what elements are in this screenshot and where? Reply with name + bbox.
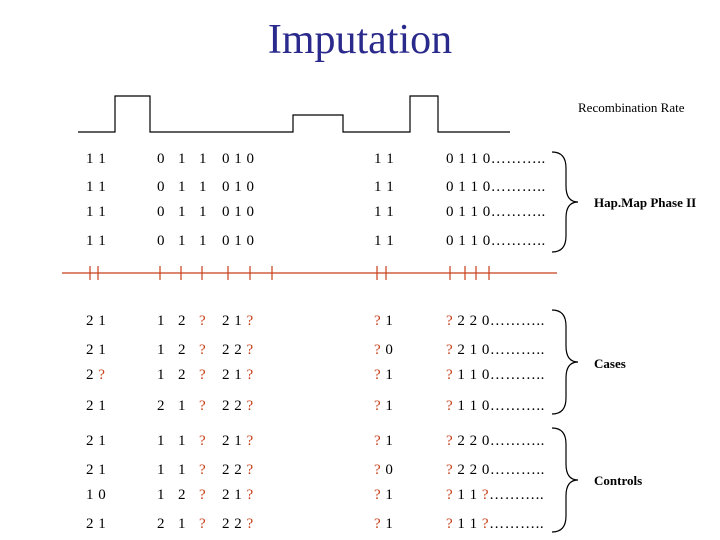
genotype-cell: 2 1 xyxy=(86,342,107,358)
genotype-cell: 0 1 1 0……….. xyxy=(446,151,546,167)
genotype-cell: 1 xyxy=(178,516,186,532)
recombination-rate-profile xyxy=(78,95,510,133)
genotype-cell: 0 1 1 0……….. xyxy=(446,179,546,195)
genotype-cell: 1 xyxy=(157,462,165,478)
genotype-cell: 2 2 ? xyxy=(222,516,254,532)
genotype-cell: ? xyxy=(199,487,207,503)
genotype-cell: 1 1 xyxy=(86,151,107,167)
genotype-cell: 2 2 ? xyxy=(222,462,254,478)
genotype-cell: ? xyxy=(199,516,207,532)
brace-controls xyxy=(551,427,579,533)
genotype-cell: 1 xyxy=(178,233,186,249)
genotype-cell: ? 1 1 ?……….. xyxy=(446,516,545,532)
genotype-cell: 0 1 1 0……….. xyxy=(446,204,546,220)
genotype-cell: 2 xyxy=(178,367,186,383)
genotype-cell: 2 xyxy=(157,516,165,532)
genotype-cell: 1 1 xyxy=(86,179,107,195)
page-title: Imputation xyxy=(267,17,453,63)
recombination-rate-label: Recombination Rate xyxy=(578,100,685,115)
genotype-cell: 0 1 0 xyxy=(222,179,255,195)
genotype-cell: ? 2 2 0……….. xyxy=(446,313,545,329)
genotype-cell: 0 1 0 xyxy=(222,204,255,220)
genotype-cell: 1 1 xyxy=(374,179,395,195)
genotype-cell: ? 1 1 ?……….. xyxy=(446,487,545,503)
genotype-cell: 2 xyxy=(178,487,186,503)
genotype-cell: 2 1 ? xyxy=(222,433,254,449)
genotype-cell: ? xyxy=(199,398,207,414)
genotype-cell: ? 2 2 0……….. xyxy=(446,462,545,478)
genotype-cell: 1 xyxy=(157,487,165,503)
genotype-cell: 1 xyxy=(178,398,186,414)
genotype-cell: 0 1 1 0……….. xyxy=(446,233,546,249)
genotype-cell: 2 2 ? xyxy=(222,342,254,358)
genotype-cell: 1 xyxy=(157,313,165,329)
genotype-cell: 0 xyxy=(157,151,165,167)
genotype-cell: ? 2 1 0……….. xyxy=(446,342,545,358)
genotype-cell: 1 1 xyxy=(374,233,395,249)
genotype-cell: 1 xyxy=(199,233,207,249)
genotype-cell: ? xyxy=(199,433,207,449)
genotype-cell: 1 1 xyxy=(374,204,395,220)
genotype-cell: 1 xyxy=(178,179,186,195)
genotype-cell: 1 0 xyxy=(86,487,107,503)
group-label-hapmap: Hap.Map Phase II xyxy=(594,195,697,210)
genotype-cell: 0 1 0 xyxy=(222,233,255,249)
genotype-cell: 1 xyxy=(157,367,165,383)
genotype-cell: 0 1 0 xyxy=(222,151,255,167)
genotype-cell: 1 1 xyxy=(86,204,107,220)
genotype-cell: 2 xyxy=(178,342,186,358)
genotype-cell: 1 xyxy=(178,151,186,167)
genotype-cell: ? 2 2 0……….. xyxy=(446,433,545,449)
genotype-cell: 2 1 xyxy=(86,433,107,449)
genotype-cell: ? xyxy=(199,462,207,478)
genotype-cell: ? 1 xyxy=(374,398,394,414)
genotype-cell: 2 1 xyxy=(86,516,107,532)
genotype-cell: ? 1 xyxy=(374,487,394,503)
genotype-cell: 2 1 xyxy=(86,462,107,478)
genotype-cell: 2 1 xyxy=(86,398,107,414)
genotype-cell: 2 xyxy=(178,313,186,329)
genotype-cell: 1 xyxy=(199,179,207,195)
genotype-cell: 1 1 xyxy=(86,233,107,249)
group-label-controls: Controls xyxy=(594,473,643,488)
genotype-cell: ? 0 xyxy=(374,342,394,358)
genotype-cell: 2 1 xyxy=(86,313,107,329)
genotype-cell: 1 1 xyxy=(374,151,395,167)
genotype-cell: ? 0 xyxy=(374,462,394,478)
genotype-cell: ? xyxy=(199,313,207,329)
genotype-cell: 2 ? xyxy=(86,367,106,383)
genotype-cell: 1 xyxy=(199,151,207,167)
genotype-cell: ? 1 xyxy=(374,516,394,532)
brace-hapmap xyxy=(551,151,579,253)
genotype-cell: 2 2 ? xyxy=(222,398,254,414)
genotype-cell: ? xyxy=(199,367,207,383)
genotype-cell: 1 xyxy=(157,342,165,358)
genotype-cell: 1 xyxy=(178,433,186,449)
genotype-cell: ? 1 1 0……….. xyxy=(446,398,545,414)
genotype-cell: 1 xyxy=(178,462,186,478)
genotype-cell: 0 xyxy=(157,204,165,220)
genotype-cell: 0 xyxy=(157,179,165,195)
genotype-cell: 0 xyxy=(157,233,165,249)
genotype-cell: ? xyxy=(199,342,207,358)
genotype-cell: 2 1 ? xyxy=(222,367,254,383)
genotype-cell: 2 1 ? xyxy=(222,313,254,329)
genotype-cell: 1 xyxy=(178,204,186,220)
group-label-cases: Cases xyxy=(594,356,626,371)
genotype-cell: 2 xyxy=(157,398,165,414)
genotype-cell: ? 1 xyxy=(374,367,394,383)
brace-cases xyxy=(551,309,579,415)
genotype-cell: 1 xyxy=(157,433,165,449)
genotype-cell: 2 1 ? xyxy=(222,487,254,503)
genotype-cell: ? 1 xyxy=(374,433,394,449)
genotype-cell: ? 1 xyxy=(374,313,394,329)
genotype-cell: 1 xyxy=(199,204,207,220)
genotype-cell: ? 1 1 0……….. xyxy=(446,367,545,383)
